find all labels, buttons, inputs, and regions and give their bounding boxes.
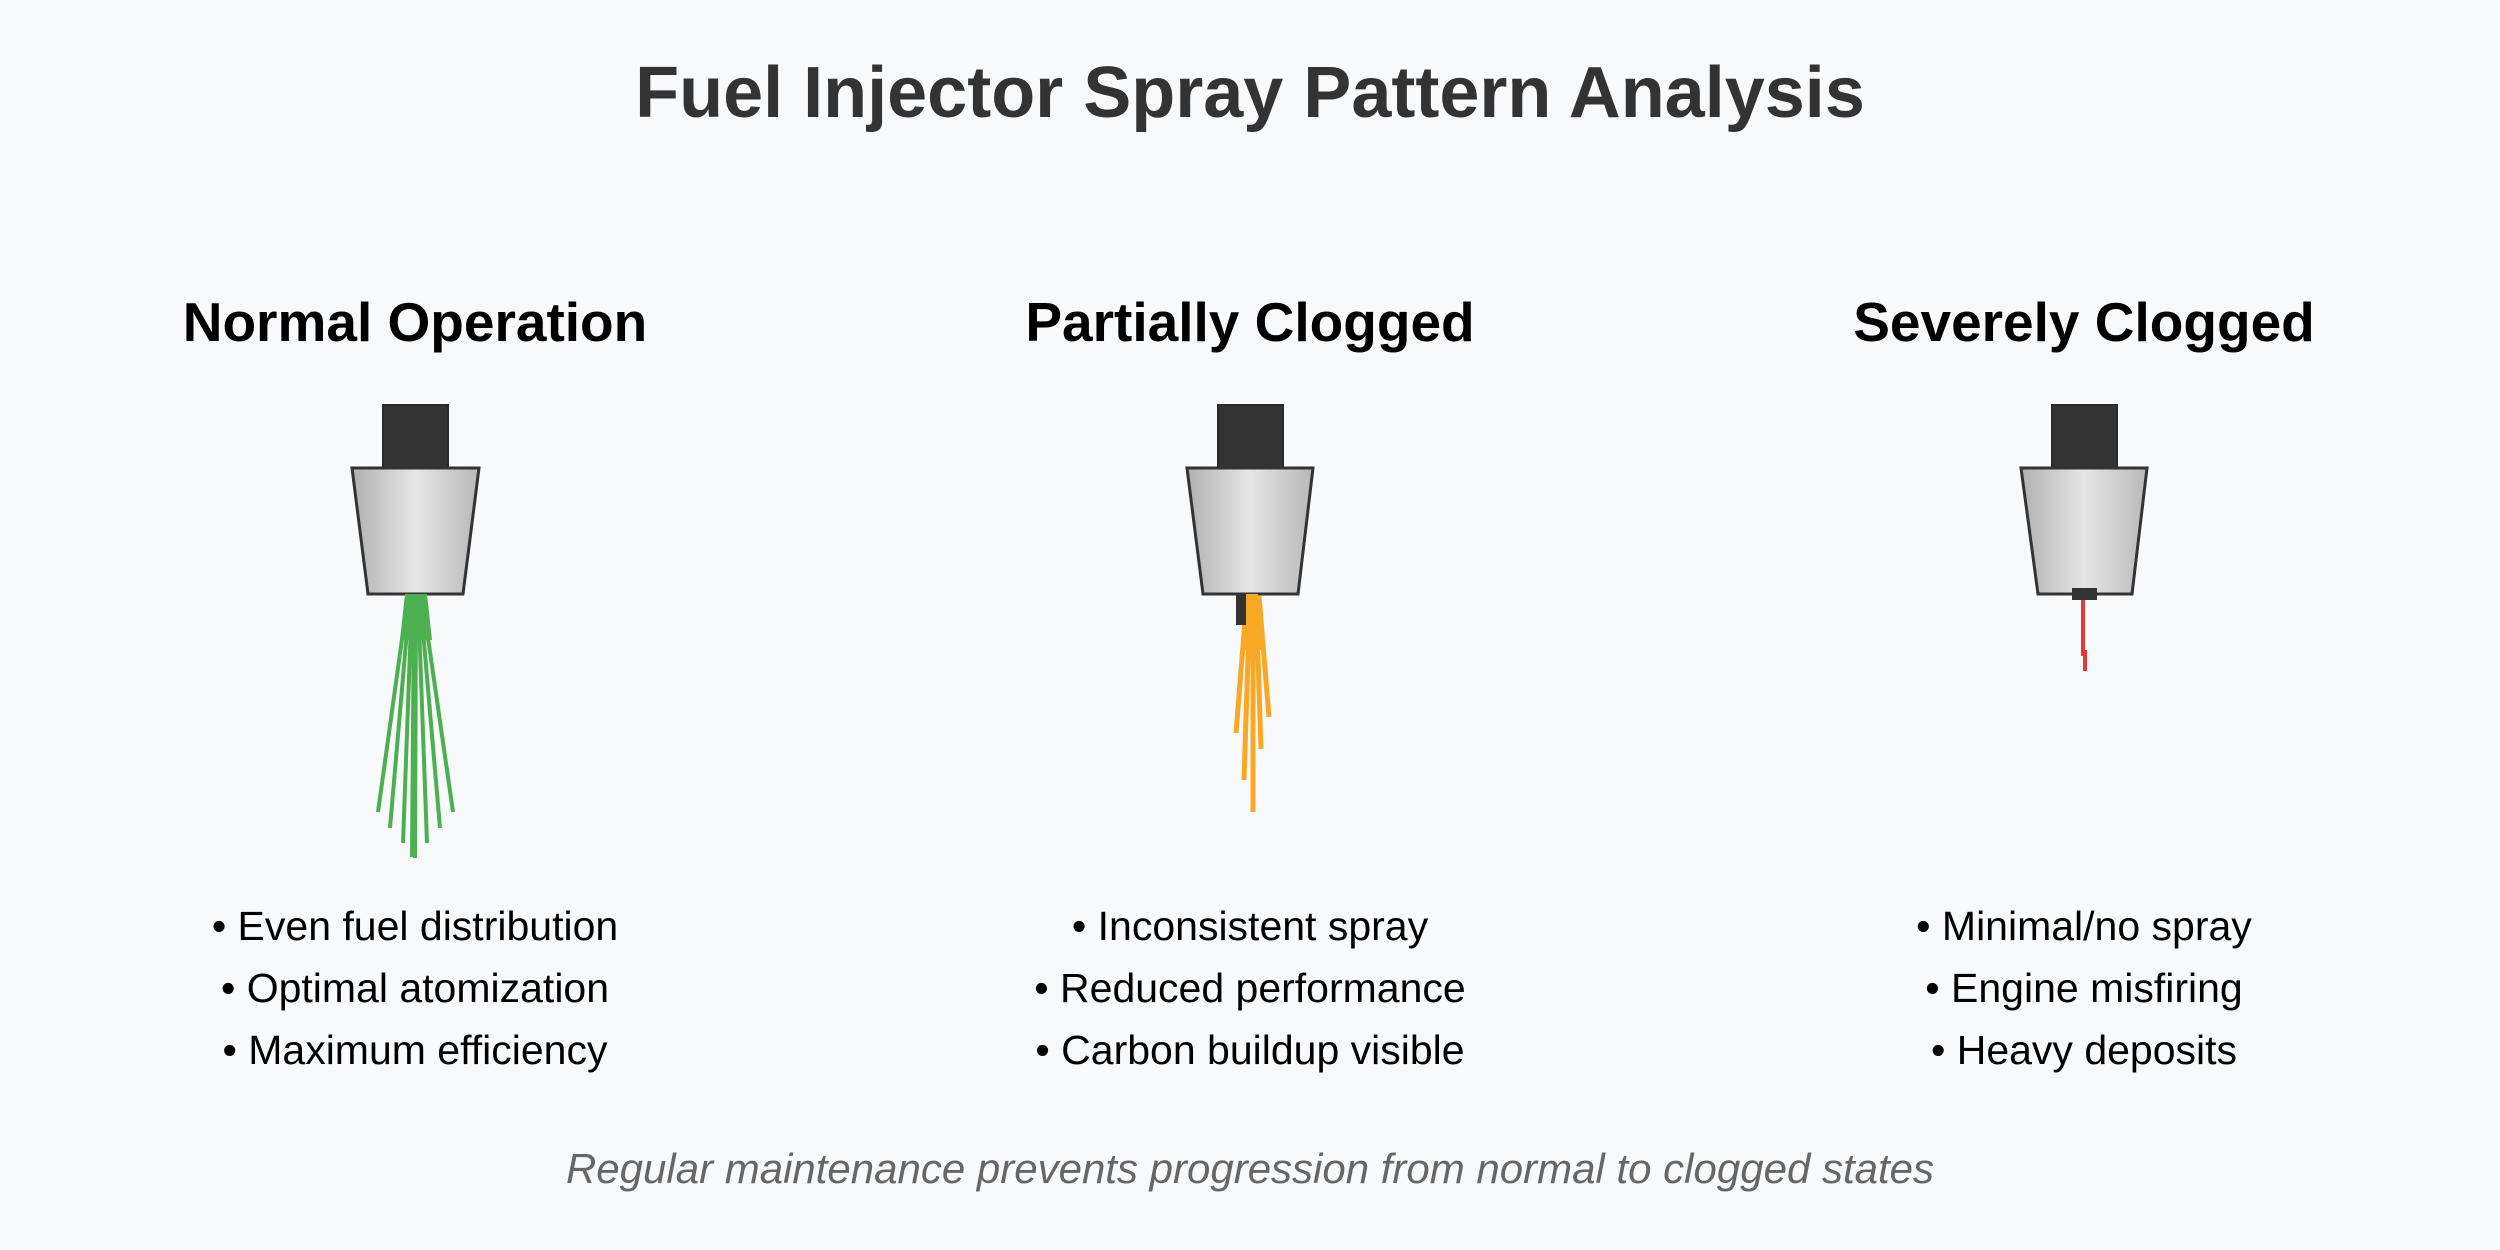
injector-normal-icon xyxy=(350,404,481,859)
footer-note: Regular maintenance prevents progression… xyxy=(565,1145,1935,1192)
panel-heading-partial: Partially Clogged xyxy=(1025,291,1475,353)
bullet-item: • Engine misfiring xyxy=(1925,965,2243,1011)
diagram-title: Fuel Injector Spray Pattern Analysis xyxy=(635,53,1865,133)
bullet-item: • Optimal atomization xyxy=(220,965,610,1011)
spray-pattern-normal xyxy=(376,594,455,859)
bullet-item: • Carbon buildup visible xyxy=(1035,1027,1465,1073)
spray-pattern-partial xyxy=(1233,594,1272,812)
panel-heading-severe: Severely Clogged xyxy=(1853,291,2315,353)
bullet-list-partial: • Inconsistent spray • Reduced performan… xyxy=(900,895,1600,1081)
bullet-item: • Minimal/no spray xyxy=(1916,903,2252,949)
bullet-list-severe: • Minimal/no spray • Engine misfiring • … xyxy=(1734,895,2434,1081)
carbon-deposit-icon xyxy=(1236,594,1246,625)
bullet-item: • Reduced performance xyxy=(1034,965,1466,1011)
panel-heading-normal: Normal Operation xyxy=(182,291,648,353)
injector-partial-icon xyxy=(1185,404,1315,812)
bullet-item: • Even fuel distribution xyxy=(211,903,619,949)
bullet-item: • Maximum efficiency xyxy=(222,1027,608,1073)
bullet-item: • Inconsistent spray xyxy=(1071,903,1429,949)
heavy-deposit-icon xyxy=(2072,588,2097,600)
injector-severe-icon xyxy=(2019,404,2149,671)
spray-pattern-severe xyxy=(2081,600,2087,671)
bullet-item: • Heavy deposits xyxy=(1930,1027,2238,1073)
bullet-list-normal: • Even fuel distribution • Optimal atomi… xyxy=(65,895,765,1081)
